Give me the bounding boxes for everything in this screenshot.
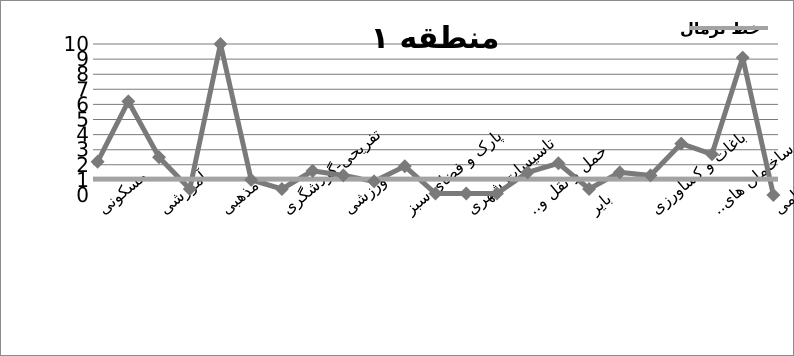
y-tick-label: 8 bbox=[76, 62, 89, 86]
data-point bbox=[489, 186, 504, 201]
y-tick-label: 7 bbox=[76, 77, 89, 101]
y-tick-label: 3 bbox=[76, 138, 89, 162]
data-point bbox=[766, 188, 781, 202]
data-point bbox=[520, 165, 535, 180]
data-point bbox=[704, 147, 719, 162]
data-point bbox=[152, 150, 167, 165]
legend: خط نرمال bbox=[680, 19, 768, 38]
data-point bbox=[305, 163, 320, 178]
y-tick-label: 1 bbox=[76, 168, 89, 192]
y-tick-label: 10 bbox=[64, 32, 89, 56]
data-point bbox=[674, 136, 689, 151]
data-point bbox=[551, 156, 566, 171]
y-tick-label: 2 bbox=[76, 153, 89, 177]
data-point bbox=[90, 154, 105, 169]
data-point bbox=[428, 186, 443, 201]
y-tick-label: 5 bbox=[76, 108, 89, 132]
y-tick-label: 4 bbox=[76, 123, 89, 147]
data-point bbox=[735, 50, 750, 65]
data-point bbox=[367, 174, 382, 189]
chart-title: منطقه ۱ bbox=[371, 21, 500, 56]
data-point bbox=[336, 168, 351, 183]
data-point bbox=[643, 168, 658, 183]
y-tick-label: 9 bbox=[76, 47, 89, 71]
data-point bbox=[121, 94, 136, 109]
y-tick-label: 0 bbox=[76, 183, 89, 207]
data-point bbox=[274, 181, 289, 196]
y-tick-label: 6 bbox=[76, 92, 89, 116]
series-markers bbox=[90, 37, 781, 202]
data-point bbox=[244, 172, 259, 187]
data-point bbox=[182, 181, 197, 196]
data-point bbox=[582, 181, 597, 196]
data-point bbox=[397, 159, 412, 174]
data-point bbox=[612, 165, 627, 180]
data-point bbox=[213, 37, 228, 51]
data-point bbox=[459, 186, 474, 201]
